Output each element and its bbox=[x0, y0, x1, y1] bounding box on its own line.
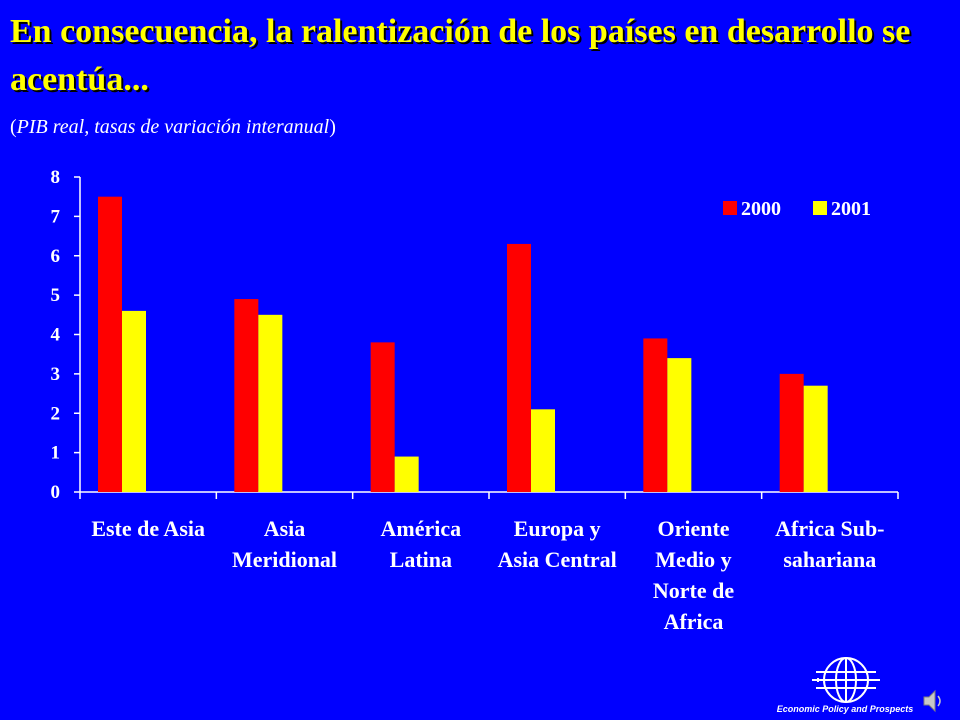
globe-icon bbox=[812, 657, 880, 703]
bar-2000-3 bbox=[507, 243, 531, 492]
y-tick-label: 8 bbox=[51, 167, 61, 188]
logo: Economic Policy and Prospects bbox=[770, 654, 950, 720]
bar-2001-3 bbox=[531, 409, 555, 492]
category-label: Este de Asia bbox=[91, 516, 205, 541]
bar-2001-4 bbox=[667, 358, 692, 492]
subtitle-open-paren: ( bbox=[10, 116, 17, 138]
slide-title: En consecuencia, la ralentización de los… bbox=[10, 13, 911, 98]
legend-label-2001: 2001 bbox=[831, 198, 871, 220]
logo-text: Economic Policy and Prospects bbox=[776, 704, 914, 714]
bar-2001-2 bbox=[394, 456, 419, 492]
category-label: Africa Sub-sahariana bbox=[775, 516, 884, 572]
speaker-icon[interactable] bbox=[922, 688, 944, 714]
legend-swatch-2000 bbox=[723, 201, 737, 215]
category-label: Asia Meridional bbox=[232, 516, 337, 572]
chart-bars bbox=[98, 196, 828, 492]
bar-2000-0 bbox=[98, 196, 122, 492]
y-tick-label: 4 bbox=[51, 325, 61, 346]
category-label: Europa y Asia Central bbox=[498, 516, 617, 572]
y-tick-label: 2 bbox=[51, 403, 61, 424]
y-tick-label: 1 bbox=[51, 443, 61, 464]
bar-2001-0 bbox=[122, 310, 146, 492]
chart-axes: 0 1 2 3 4 5 6 7 8 Este de Asia Asia Meridional Améri… bbox=[51, 167, 899, 634]
bar-2000-4 bbox=[643, 338, 668, 492]
category-label: Oriente Medio y Norte de Africa bbox=[653, 516, 734, 634]
y-tick-label: 6 bbox=[51, 246, 61, 267]
y-tick-label: 5 bbox=[51, 285, 61, 306]
bar-2001-1 bbox=[258, 314, 283, 492]
y-tick-label: 3 bbox=[51, 364, 61, 385]
slide-subtitle: (PIB real, tasas de variación interanual… bbox=[10, 116, 336, 139]
legend-swatch-2001 bbox=[813, 201, 827, 215]
subtitle-close-paren: ) bbox=[329, 116, 336, 138]
y-tick-label: 7 bbox=[51, 206, 61, 227]
category-label: América Latina bbox=[381, 516, 462, 572]
bar-2000-5 bbox=[779, 373, 804, 492]
subtitle-text: PIB real, tasas de variación interanual bbox=[16, 116, 330, 138]
y-tick-label: 0 bbox=[51, 482, 61, 503]
bar-2001-5 bbox=[803, 385, 828, 492]
legend-label-2000: 2000 bbox=[741, 198, 781, 220]
bar-2000-2 bbox=[370, 342, 395, 492]
bar-2000-1 bbox=[234, 299, 259, 492]
chart-legend: 2000 2001 bbox=[723, 198, 871, 220]
